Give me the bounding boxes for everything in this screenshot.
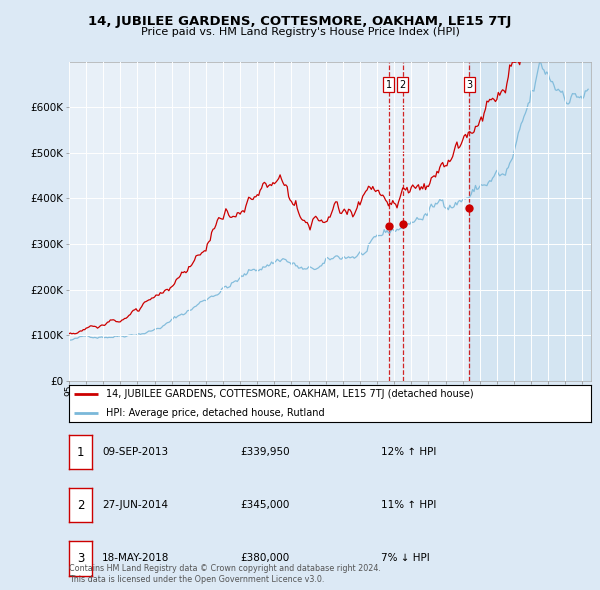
Text: 2: 2 [77, 499, 84, 512]
Bar [469, 62, 591, 381]
Text: 11% ↑ HPI: 11% ↑ HPI [381, 500, 436, 510]
Text: £345,000: £345,000 [240, 500, 289, 510]
Text: Contains HM Land Registry data © Crown copyright and database right 2024.: Contains HM Land Registry data © Crown c… [69, 565, 381, 573]
Text: 3: 3 [77, 552, 84, 565]
Text: HPI: Average price, detached house, Rutland: HPI: Average price, detached house, Rutl… [106, 408, 324, 418]
Text: £339,950: £339,950 [240, 447, 290, 457]
Text: £380,000: £380,000 [240, 553, 289, 563]
Text: 09-SEP-2013: 09-SEP-2013 [102, 447, 168, 457]
Text: 12% ↑ HPI: 12% ↑ HPI [381, 447, 436, 457]
Text: 14, JUBILEE GARDENS, COTTESMORE, OAKHAM, LE15 7TJ (detached house): 14, JUBILEE GARDENS, COTTESMORE, OAKHAM,… [106, 389, 473, 399]
Text: 3: 3 [466, 80, 472, 90]
Text: 7% ↓ HPI: 7% ↓ HPI [381, 553, 430, 563]
Text: 2: 2 [400, 80, 406, 90]
Text: 27-JUN-2014: 27-JUN-2014 [102, 500, 168, 510]
Text: 1: 1 [77, 445, 84, 459]
Text: Price paid vs. HM Land Registry's House Price Index (HPI): Price paid vs. HM Land Registry's House … [140, 27, 460, 37]
Text: 18-MAY-2018: 18-MAY-2018 [102, 553, 169, 563]
Text: This data is licensed under the Open Government Licence v3.0.: This data is licensed under the Open Gov… [69, 575, 325, 584]
Text: 14, JUBILEE GARDENS, COTTESMORE, OAKHAM, LE15 7TJ: 14, JUBILEE GARDENS, COTTESMORE, OAKHAM,… [88, 15, 512, 28]
Text: 1: 1 [386, 80, 392, 90]
